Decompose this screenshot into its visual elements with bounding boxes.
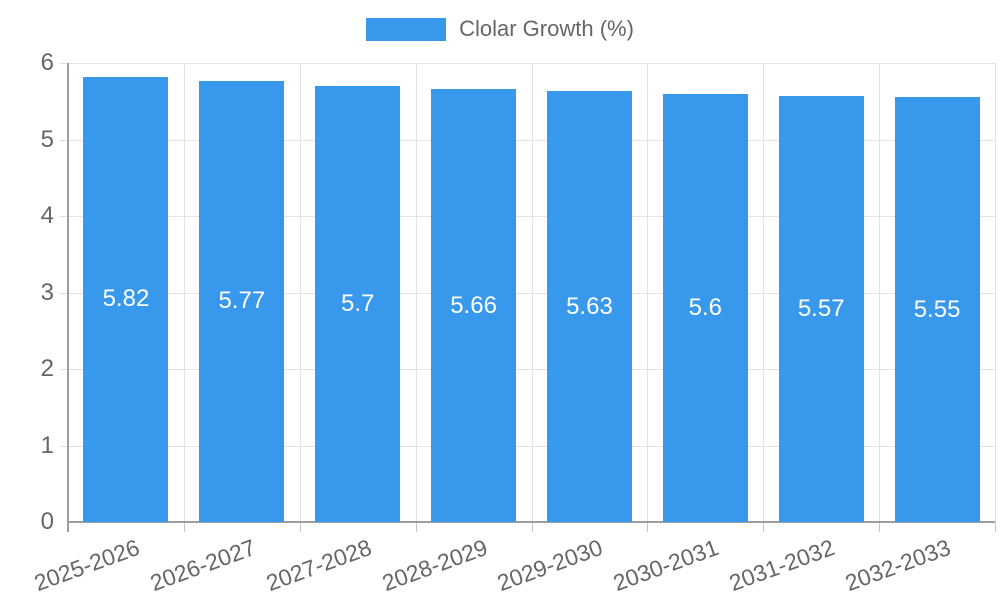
bar xyxy=(894,97,980,522)
gridline-vertical xyxy=(995,63,996,522)
bar xyxy=(83,76,169,522)
x-tick-label: 2030-2031 xyxy=(609,534,723,597)
gridline-vertical xyxy=(415,63,417,522)
x-axis-tick xyxy=(531,522,533,532)
bar-value-label: 5.77 xyxy=(218,287,266,315)
bar-value-label: 5.66 xyxy=(450,291,497,319)
bar xyxy=(199,80,285,522)
y-tick-label: 2 xyxy=(40,355,54,382)
x-axis-tick xyxy=(763,522,765,532)
bar xyxy=(431,89,517,522)
legend-swatch xyxy=(366,17,447,41)
x-tick-label: 2032-2033 xyxy=(841,534,954,597)
legend[interactable]: Clolar Growth (%) xyxy=(0,16,1000,42)
y-axis-tick xyxy=(60,369,68,370)
bar-value-label: 5.55 xyxy=(913,295,961,323)
y-tick-label: 3 xyxy=(40,278,54,306)
y-tick-label: 4 xyxy=(40,202,54,229)
gridline-vertical xyxy=(879,63,881,522)
y-axis-tick xyxy=(60,139,68,141)
bar xyxy=(662,93,748,522)
legend-label: Clolar Growth (%) xyxy=(459,16,634,41)
y-tick-label: 5 xyxy=(40,125,54,153)
y-axis-tick xyxy=(60,292,68,294)
x-axis-tick xyxy=(879,522,881,532)
y-tick-label: 6 xyxy=(40,49,54,76)
bar-value-label: 5.7 xyxy=(341,289,375,317)
bar-value-label: 5.57 xyxy=(797,294,845,322)
y-axis-line xyxy=(67,63,69,532)
gridline-vertical xyxy=(531,63,533,522)
y-tick-label: 0 xyxy=(40,508,54,535)
x-axis-line xyxy=(67,521,995,523)
x-axis-tick xyxy=(299,522,301,532)
gridline-vertical xyxy=(763,63,765,522)
x-tick-label: 2025-2026 xyxy=(30,534,143,597)
x-axis-tick xyxy=(415,522,417,532)
bar xyxy=(778,95,864,522)
gridline-vertical xyxy=(299,63,301,522)
gridline-vertical xyxy=(647,63,649,522)
x-axis-tick xyxy=(647,522,649,532)
bar-value-label: 5.82 xyxy=(102,285,150,313)
x-tick-label: 2031-2032 xyxy=(725,534,839,597)
x-axis-tick xyxy=(183,522,185,532)
x-tick-label: 2027-2028 xyxy=(262,534,375,597)
bar-value-label: 5.63 xyxy=(566,292,613,320)
x-tick-label: 2029-2030 xyxy=(494,534,607,597)
y-axis-tick xyxy=(60,216,68,217)
bar xyxy=(315,85,401,522)
y-axis-tick xyxy=(60,445,68,447)
x-axis-tick xyxy=(995,522,996,532)
y-tick-label: 1 xyxy=(40,431,54,459)
x-tick-label: 2026-2027 xyxy=(146,534,259,597)
bar xyxy=(546,91,632,522)
x-tick-label: 2028-2029 xyxy=(378,534,491,597)
bar-value-label: 5.6 xyxy=(688,293,722,321)
y-axis-tick xyxy=(60,63,68,64)
gridline-vertical xyxy=(183,63,185,522)
